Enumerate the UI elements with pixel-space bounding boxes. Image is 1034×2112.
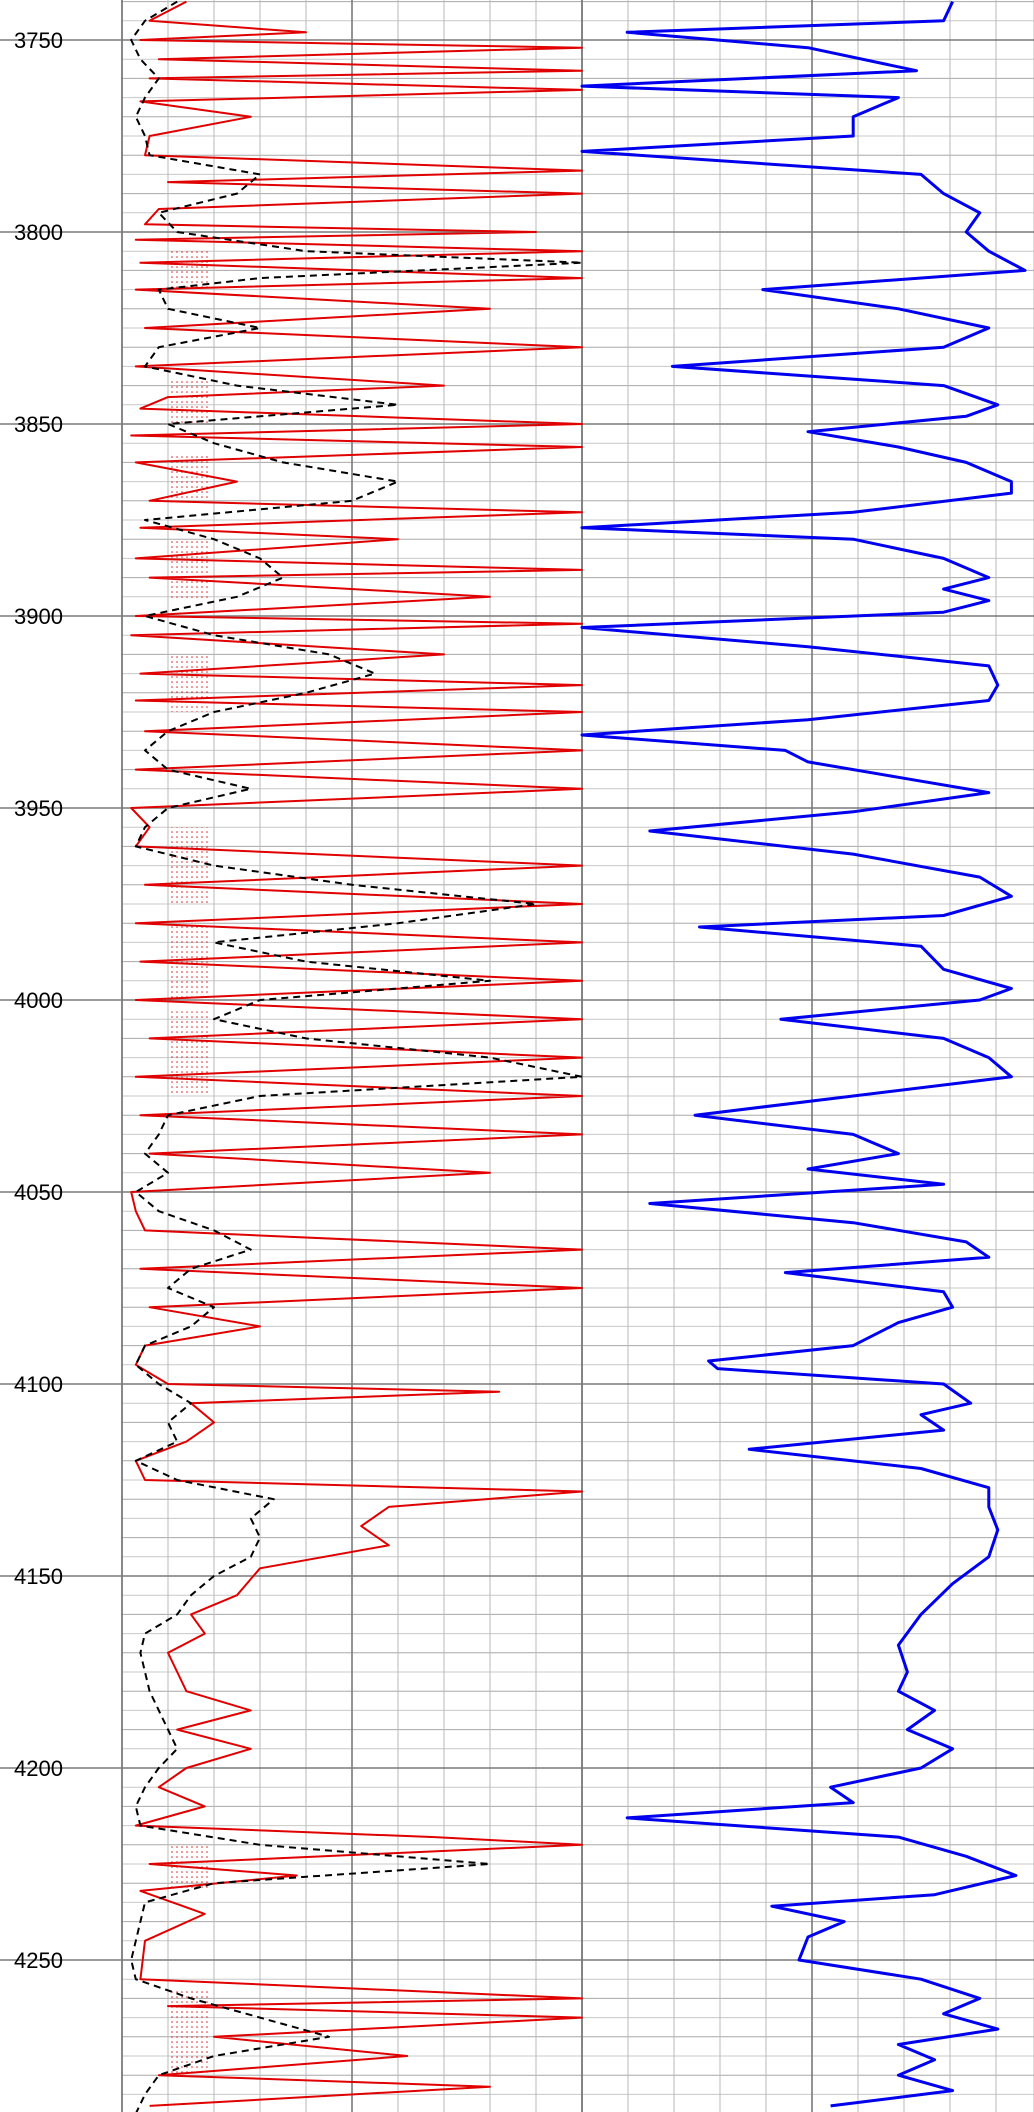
depth-tick-label: 4000 (14, 988, 63, 1013)
track-2-curve-1 (580, 0, 1027, 2108)
depth-tick-label: 3800 (14, 220, 63, 245)
sand-shading (168, 827, 208, 904)
sand-shading (168, 1990, 208, 2076)
depth-tick-label: 4050 (14, 1180, 63, 1205)
track-1-curve-1 (130, 0, 583, 2107)
track-1-curve-2 (130, 0, 583, 2112)
sand-shading (168, 377, 208, 424)
sand-shading (168, 539, 208, 601)
sand-shading (168, 654, 208, 712)
log-curves (130, 0, 1027, 2112)
depth-tick-label: 4200 (14, 1756, 63, 1781)
shaded-fill-areas (168, 251, 208, 2076)
sand-shading (168, 1011, 208, 1096)
sand-shading (168, 251, 208, 290)
depth-tick-label: 4100 (14, 1372, 63, 1397)
depth-tick-label: 4150 (14, 1564, 63, 1589)
sand-shading (168, 923, 208, 1000)
depth-tick-label: 3900 (14, 604, 63, 629)
depth-tick-label: 4250 (14, 1948, 63, 1973)
depth-labels: 3750 3800 3850 3900 3950 4000 4050 4100 4150 4200… (14, 28, 63, 1973)
minor-gridlines (122, 0, 1034, 2112)
depth-tick-label: 3750 (14, 28, 63, 53)
depth-tick-label: 3950 (14, 796, 63, 821)
depth-tick-label: 3850 (14, 412, 63, 437)
